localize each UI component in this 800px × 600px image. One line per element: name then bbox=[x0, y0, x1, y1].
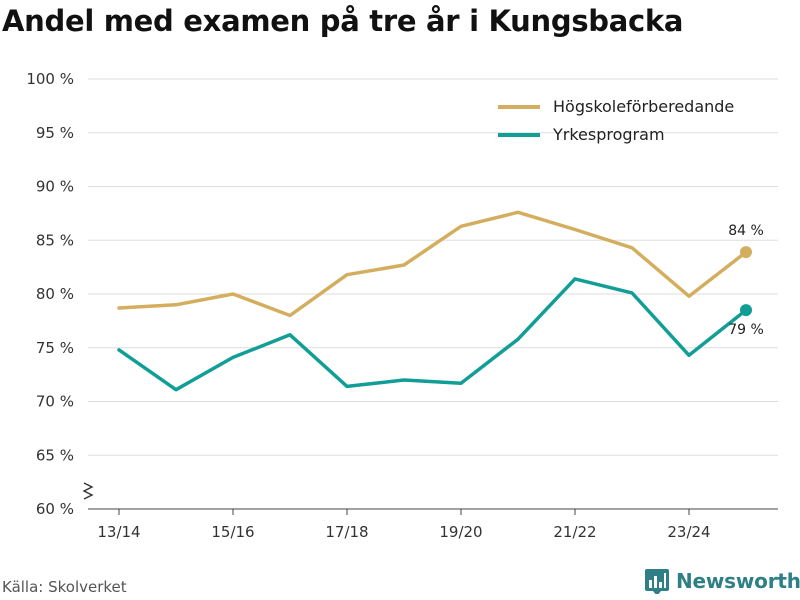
axis-break-icon bbox=[82, 482, 94, 500]
brand-logo: Newsworthy bbox=[644, 568, 800, 594]
y-tick-label: 90 % bbox=[36, 178, 74, 196]
x-axis: 13/14 15/16 17/18 19/20 21/22 23/24 bbox=[82, 482, 778, 541]
legend-label-1: Högskoleförberedande bbox=[553, 97, 734, 116]
x-tick-label: 17/18 bbox=[325, 523, 368, 541]
grid-lines bbox=[88, 78, 778, 456]
newsworthy-logo-icon bbox=[645, 569, 669, 594]
series-line-1 bbox=[117, 210, 748, 318]
y-tick-label: 70 % bbox=[36, 393, 74, 411]
x-tick-label: 19/20 bbox=[439, 523, 482, 541]
line-chart: 60 % 65 % 70 % 75 % 80 % 85 % 90 % 95 % 100 % 13… bbox=[26, 70, 778, 541]
series-line-2 bbox=[117, 277, 748, 392]
y-tick-label: 75 % bbox=[36, 339, 74, 357]
y-tick-label: 60 % bbox=[36, 500, 74, 518]
source-note: Källa: Skolverket bbox=[2, 578, 127, 596]
x-tick-label: 21/22 bbox=[553, 523, 596, 541]
y-tick-label: 65 % bbox=[36, 446, 74, 464]
series-lines bbox=[117, 210, 752, 392]
y-tick-label: 80 % bbox=[36, 285, 74, 303]
y-tick-label: 100 % bbox=[26, 70, 74, 88]
x-tick-label: 13/14 bbox=[97, 523, 140, 541]
end-value-label-2: 79 % bbox=[728, 322, 764, 338]
x-tick-label: 23/24 bbox=[667, 523, 710, 541]
y-tick-label: 95 % bbox=[36, 124, 74, 142]
legend: Högskoleförberedande Yrkesprogram bbox=[498, 97, 734, 144]
y-tick-label: 85 % bbox=[36, 231, 74, 249]
brand-name: Newsworthy bbox=[676, 569, 800, 593]
series-end-point-2 bbox=[740, 304, 752, 317]
legend-label-2: Yrkesprogram bbox=[552, 125, 665, 144]
end-value-label-1: 84 % bbox=[728, 223, 764, 239]
end-labels: 84 % 79 % bbox=[728, 223, 764, 338]
y-axis-ticks: 60 % 65 % 70 % 75 % 80 % 85 % 90 % 95 % 100 % bbox=[26, 70, 74, 518]
x-tick-label: 15/16 bbox=[211, 523, 254, 541]
series-end-point-1 bbox=[740, 246, 752, 259]
chart-title: Andel med examen på tre år i Kungsbacka bbox=[2, 4, 684, 38]
